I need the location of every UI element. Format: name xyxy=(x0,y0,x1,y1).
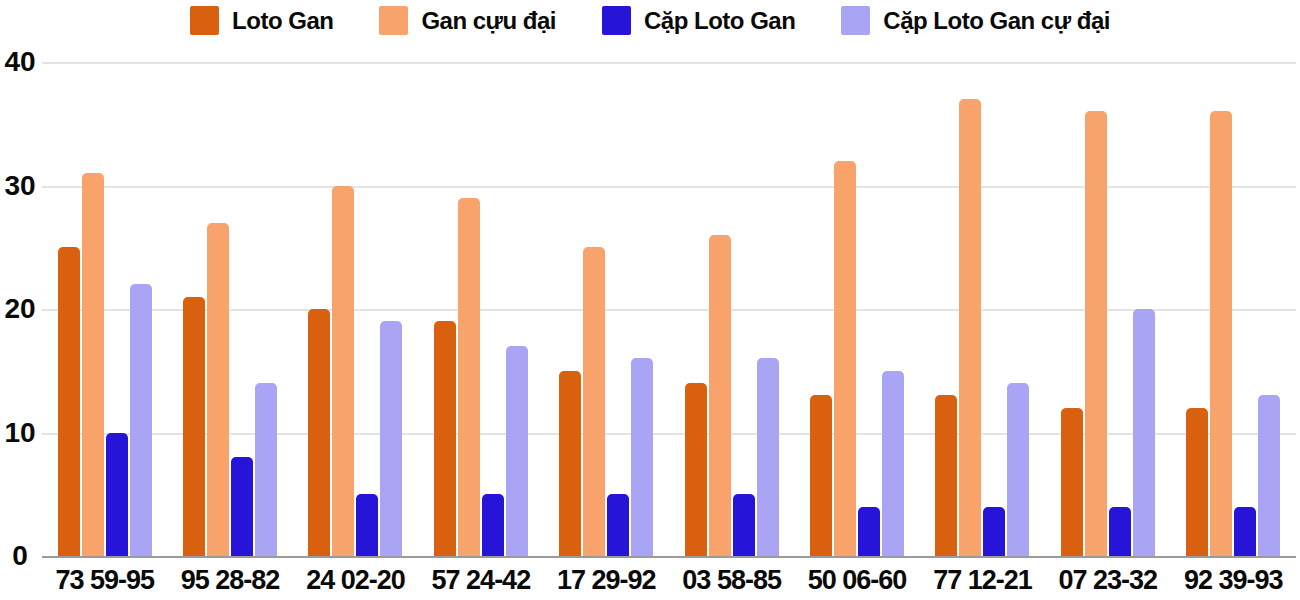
bar-series-4[interactable] xyxy=(255,383,277,556)
bar-group: 50 06-60 xyxy=(810,62,904,556)
bar-group: 95 28-82 xyxy=(183,62,277,556)
bar-series-3[interactable] xyxy=(106,433,128,557)
legend-swatch-icon xyxy=(379,6,408,35)
bar-series-4[interactable] xyxy=(506,346,528,556)
legend-label: Cặp Loto Gan cự đại xyxy=(883,7,1110,35)
legend-label: Cặp Loto Gan xyxy=(644,7,795,35)
bar-series-3[interactable] xyxy=(1109,507,1131,556)
y-axis-tick-label: 40 xyxy=(0,46,40,78)
bar-series-4[interactable] xyxy=(380,321,402,556)
bar-series-3[interactable] xyxy=(983,507,1005,556)
bar-series-3[interactable] xyxy=(858,507,880,556)
x-axis-category-label: 95 28-82 xyxy=(181,565,280,596)
bar-series-3[interactable] xyxy=(733,494,755,556)
plot-area: 73 59-95 95 28-82 24 02-20 57 24-42 17 29-92… xyxy=(42,62,1296,556)
bar-series-2[interactable] xyxy=(458,198,480,556)
x-axis-category-label: 50 06-60 xyxy=(808,565,907,596)
bar-series-2[interactable] xyxy=(207,223,229,556)
bar-series-3[interactable] xyxy=(607,494,629,556)
bar-series-1[interactable] xyxy=(559,371,581,556)
legend-item[interactable]: Cặp Loto Gan xyxy=(602,6,795,35)
bar-series-3[interactable] xyxy=(482,494,504,556)
x-axis-category-label: 03 58-85 xyxy=(682,565,781,596)
x-axis-category-label: 73 59-95 xyxy=(55,565,154,596)
bar-series-1[interactable] xyxy=(810,395,832,556)
legend-item[interactable]: Loto Gan xyxy=(190,6,333,35)
bar-group: 57 24-42 xyxy=(434,62,528,556)
x-axis-line xyxy=(42,556,1296,558)
y-axis-tick-label: 0 xyxy=(0,540,40,572)
bar-series-3[interactable] xyxy=(356,494,378,556)
bar-series-2[interactable] xyxy=(82,173,104,556)
legend-swatch-icon xyxy=(841,6,870,35)
bar-chart: Loto Gan Gan cựu đại Cặp Loto Gan Cặp Loto … xyxy=(0,0,1300,600)
bar-series-2[interactable] xyxy=(1210,111,1232,556)
bar-groups: 73 59-95 95 28-82 24 02-20 57 24-42 17 29-92… xyxy=(42,62,1296,556)
bar-series-4[interactable] xyxy=(1007,383,1029,556)
legend-item[interactable]: Cặp Loto Gan cự đại xyxy=(841,6,1110,35)
x-axis-category-label: 07 23-32 xyxy=(1059,565,1158,596)
legend-swatch-icon xyxy=(190,6,219,35)
bar-series-3[interactable] xyxy=(1234,507,1256,556)
bar-group: 24 02-20 xyxy=(308,62,402,556)
bar-group: 73 59-95 xyxy=(58,62,152,556)
bar-series-1[interactable] xyxy=(58,247,80,556)
bar-series-4[interactable] xyxy=(1133,309,1155,556)
bar-group: 07 23-32 xyxy=(1061,62,1155,556)
bar-series-1[interactable] xyxy=(935,395,957,556)
bar-series-4[interactable] xyxy=(882,371,904,556)
y-axis-tick-label: 20 xyxy=(0,293,40,325)
y-axis-tick-label: 30 xyxy=(0,170,40,202)
bar-series-1[interactable] xyxy=(1061,408,1083,556)
bar-series-4[interactable] xyxy=(130,284,152,556)
legend: Loto Gan Gan cựu đại Cặp Loto Gan Cặp Loto … xyxy=(0,6,1300,35)
bar-series-1[interactable] xyxy=(1186,408,1208,556)
legend-label: Loto Gan xyxy=(232,7,333,35)
bar-group: 77 12-21 xyxy=(935,62,1029,556)
legend-item[interactable]: Gan cựu đại xyxy=(379,6,556,35)
legend-label: Gan cựu đại xyxy=(421,7,556,35)
bar-series-2[interactable] xyxy=(959,99,981,556)
bar-series-2[interactable] xyxy=(834,161,856,556)
y-axis-tick-label: 10 xyxy=(0,417,40,449)
bar-series-2[interactable] xyxy=(1085,111,1107,556)
bar-series-4[interactable] xyxy=(1258,395,1280,556)
bar-series-2[interactable] xyxy=(709,235,731,556)
bar-group: 17 29-92 xyxy=(559,62,653,556)
bar-series-3[interactable] xyxy=(231,457,253,556)
legend-swatch-icon xyxy=(602,6,631,35)
bar-series-1[interactable] xyxy=(434,321,456,556)
bar-series-4[interactable] xyxy=(631,358,653,556)
bar-series-1[interactable] xyxy=(685,383,707,556)
x-axis-category-label: 57 24-42 xyxy=(432,565,531,596)
bar-series-4[interactable] xyxy=(757,358,779,556)
bar-group: 92 39-93 xyxy=(1186,62,1280,556)
x-axis-category-label: 92 39-93 xyxy=(1184,565,1283,596)
bar-series-1[interactable] xyxy=(183,297,205,556)
bar-series-1[interactable] xyxy=(308,309,330,556)
x-axis-category-label: 17 29-92 xyxy=(557,565,656,596)
bar-series-2[interactable] xyxy=(332,186,354,557)
x-axis-category-label: 24 02-20 xyxy=(306,565,405,596)
x-axis-category-label: 77 12-21 xyxy=(933,565,1032,596)
bar-series-2[interactable] xyxy=(583,247,605,556)
bar-group: 03 58-85 xyxy=(685,62,779,556)
